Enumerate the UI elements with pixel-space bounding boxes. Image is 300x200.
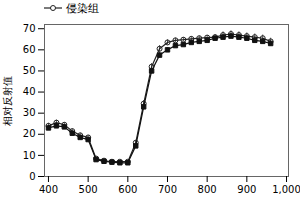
svg-text:20: 20: [23, 128, 36, 139]
svg-text:70: 70: [23, 23, 36, 34]
html-text:侵染组: 侵染组: [66, 1, 99, 15]
svg-text:800: 800: [198, 184, 217, 195]
svg-text:50: 50: [23, 65, 36, 76]
svg-text:400: 400: [39, 184, 58, 195]
svg-text:30: 30: [23, 107, 36, 118]
svg-text:60: 60: [23, 44, 36, 55]
svg-text:500: 500: [79, 184, 98, 195]
svg-text:0: 0: [29, 171, 35, 182]
svg-text:700: 700: [158, 184, 177, 195]
svg-text:900: 900: [237, 184, 256, 195]
svg-text:600: 600: [118, 184, 137, 195]
svg-text:10: 10: [23, 150, 36, 161]
svg-text:相对反射值: 相对反射值: [2, 76, 13, 126]
svg-text:40: 40: [23, 86, 36, 97]
svg-text:1,000: 1,000: [272, 184, 300, 195]
